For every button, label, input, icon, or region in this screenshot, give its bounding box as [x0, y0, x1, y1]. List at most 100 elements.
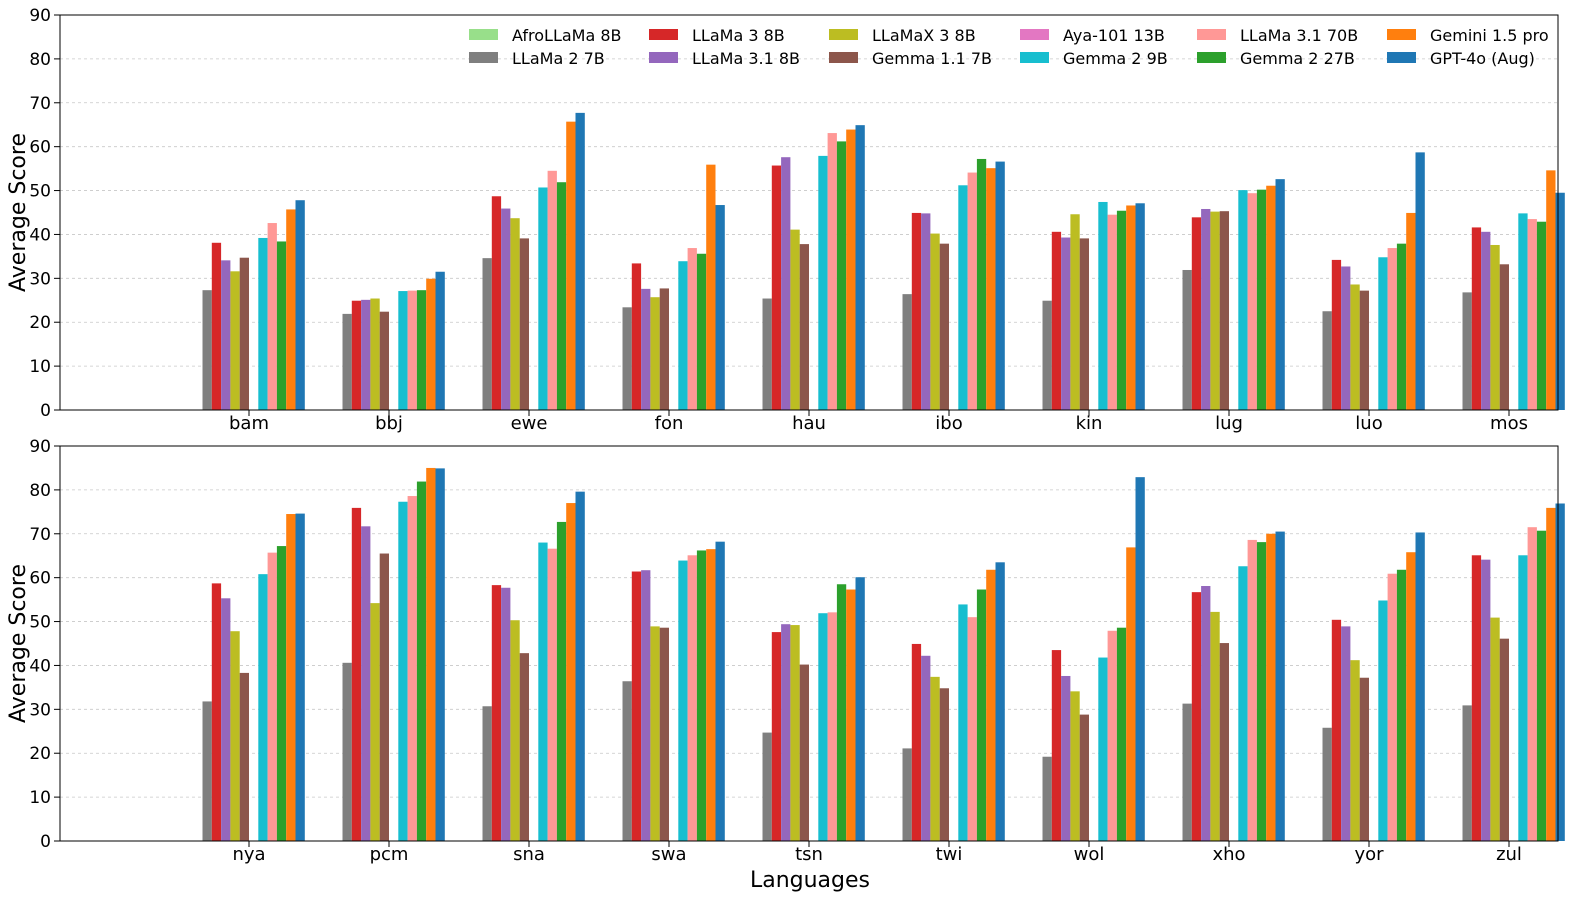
bar-twi-gemini-1-5-pro — [986, 569, 996, 841]
y-tick-label: 40 — [29, 656, 51, 676]
bar-bbj-gemini-1-5-pro — [426, 278, 436, 410]
legend-label: LLaMa 2 7B — [512, 49, 605, 68]
bar-lug-llamax-3-8b — [1210, 211, 1220, 410]
bar-bam-llama-3-8b — [211, 242, 222, 410]
bar-mos-llamax-3-8b — [1490, 244, 1500, 410]
bar-pcm-gemma-2-9b — [398, 501, 408, 841]
bar-sna-gemma-1-1-7b — [519, 653, 529, 841]
bar-tsn-gemma-1-1-7b — [799, 664, 809, 841]
bar-kin-gpt-4o-aug- — [1135, 203, 1145, 410]
bar-kin-llama-3-8b — [1051, 231, 1062, 410]
bar-bam-gemini-1-5-pro — [286, 209, 296, 410]
y-tick-label: 30 — [29, 700, 51, 720]
bar-pcm-llama-2-7b — [342, 662, 352, 841]
bar-yor-llama-3-8b — [1331, 619, 1342, 841]
x-tick-label-fon: fon — [655, 413, 684, 434]
legend-label: AfroLLaMa 8B — [512, 26, 622, 45]
bar-sna-gemini-1-5-pro — [566, 503, 576, 841]
legend-swatch — [829, 52, 858, 63]
bar-twi-gpt-4o-aug- — [995, 562, 1005, 841]
bar-lug-llama-2-7b — [1182, 269, 1192, 410]
x-tick-label-ibo: ibo — [935, 413, 962, 434]
bar-wol-gemma-1-1-7b — [1079, 714, 1089, 841]
bar-twi-gemma-2-9b — [958, 604, 968, 841]
bar-yor-llama-2-7b — [1322, 727, 1332, 841]
bar-zul-gemma-2-27b — [1536, 530, 1547, 841]
legend-swatch — [829, 29, 858, 40]
x-tick-label-bam: bam — [229, 413, 269, 434]
bar-yor-llamax-3-8b — [1350, 660, 1360, 841]
bar-zul-llamax-3-8b — [1490, 617, 1500, 841]
bar-tsn-llama-3-1-70b — [827, 612, 837, 841]
bar-sna-llama-3-1-8b — [501, 587, 511, 841]
bar-xho-llama-3-1-70b — [1247, 539, 1257, 841]
bar-mos-gemma-1-1-7b — [1499, 264, 1509, 410]
bar-kin-gemini-1-5-pro — [1126, 205, 1136, 410]
legend-label: LLaMa 3.1 8B — [692, 49, 800, 68]
bar-zul-llama-2-7b — [1462, 705, 1472, 841]
bar-wol-llama-3-8b — [1051, 650, 1062, 841]
bar-ewe-gemma-1-1-7b — [519, 238, 529, 410]
bar-mos-gemini-1-5-pro — [1546, 170, 1556, 410]
legend-swatch — [1197, 29, 1226, 40]
bar-bbj-gpt-4o-aug- — [435, 271, 445, 410]
bar-zul-llama-3-8b — [1471, 555, 1482, 841]
panel-2: 0 10 20 30 40 50 60 70 80 90 nya pcm sna swa tsn twi wol… — [6, 437, 1565, 865]
bar-ibo-gemini-1-5-pro — [986, 168, 996, 410]
legend-label: LLaMa 3.1 70B — [1240, 26, 1358, 45]
bar-luo-llama-3-1-8b — [1341, 266, 1351, 410]
bar-tsn-llama-3-8b — [771, 632, 782, 841]
bar-zul-gemini-1-5-pro — [1546, 507, 1556, 841]
bar-wol-llama-2-7b — [1042, 756, 1052, 841]
bar-swa-gemma-2-9b — [678, 560, 688, 841]
bar-twi-llama-3-8b — [911, 643, 922, 841]
bar-ewe-gemma-2-9b — [538, 187, 548, 410]
y-tick-label: 60 — [29, 569, 51, 589]
y-tick-label: 0 — [40, 832, 51, 852]
bar-wol-gemini-1-5-pro — [1126, 547, 1136, 841]
bar-tsn-gemma-2-9b — [818, 613, 828, 841]
y-tick-label: 80 — [29, 50, 51, 70]
bar-twi-llama-2-7b — [902, 748, 912, 841]
bar-swa-gemma-2-27b — [696, 550, 707, 841]
bar-twi-llama-3-1-8b — [921, 655, 931, 841]
bar-bbj-llama-3-8b — [351, 300, 362, 410]
legend-item: LLaMa 3.1 70B — [1197, 26, 1358, 45]
bar-bam-gemma-1-1-7b — [239, 257, 249, 410]
bar-luo-gemma-1-1-7b — [1359, 290, 1369, 410]
y-tick-label: 60 — [29, 138, 51, 158]
bar-kin-llama-3-1-70b — [1107, 214, 1117, 410]
bar-sna-llamax-3-8b — [510, 620, 520, 841]
bar-kin-gemma-1-1-7b — [1079, 238, 1089, 410]
x-tick-label-zul: zul — [1496, 844, 1522, 865]
x-tick-label-pcm: pcm — [370, 844, 409, 865]
bar-zul-llama-3-1-70b — [1527, 527, 1537, 841]
legend-label: Gemma 1.1 7B — [872, 49, 992, 68]
bar-sna-gpt-4o-aug- — [575, 491, 585, 841]
x-tick-label-twi: twi — [936, 844, 963, 865]
bar-ewe-llama-3-8b — [491, 196, 502, 410]
x-tick-label-swa: swa — [651, 844, 686, 865]
bar-sna-gemma-2-27b — [556, 521, 567, 841]
bar-mos-llama-3-1-70b — [1527, 219, 1537, 410]
x-tick-label-ewe: ewe — [511, 413, 548, 434]
bar-xho-gemma-1-1-7b — [1219, 643, 1229, 841]
bar-ibo-llama-3-8b — [911, 212, 922, 410]
bar-wol-gemma-2-9b — [1098, 657, 1108, 841]
bar-twi-llamax-3-8b — [930, 676, 940, 841]
bar-yor-gemma-2-27b — [1396, 569, 1407, 841]
bar-xho-llama-3-8b — [1191, 592, 1202, 841]
bar-pcm-llama-3-8b — [351, 507, 362, 841]
bar-bam-gpt-4o-aug- — [295, 200, 305, 410]
legend-label: LLaMaX 3 8B — [872, 26, 976, 45]
bar-bbj-gemma-2-27b — [416, 290, 427, 410]
bar-pcm-gemma-2-27b — [416, 481, 427, 841]
bar-hau-llama-3-1-8b — [781, 157, 791, 410]
legend-label: Gemma 2 9B — [1063, 49, 1168, 68]
x-tick-label-yor: yor — [1354, 844, 1384, 865]
legend: AfroLLaMa 8B LLaMa 2 7B LLaMa 3 8B LLaMa 3.… — [469, 26, 1549, 68]
bar-hau-gemma-2-27b — [836, 141, 847, 410]
legend-swatch — [469, 29, 498, 40]
bar-lug-gemma-2-27b — [1256, 189, 1267, 410]
bar-tsn-gemma-2-27b — [836, 584, 847, 841]
